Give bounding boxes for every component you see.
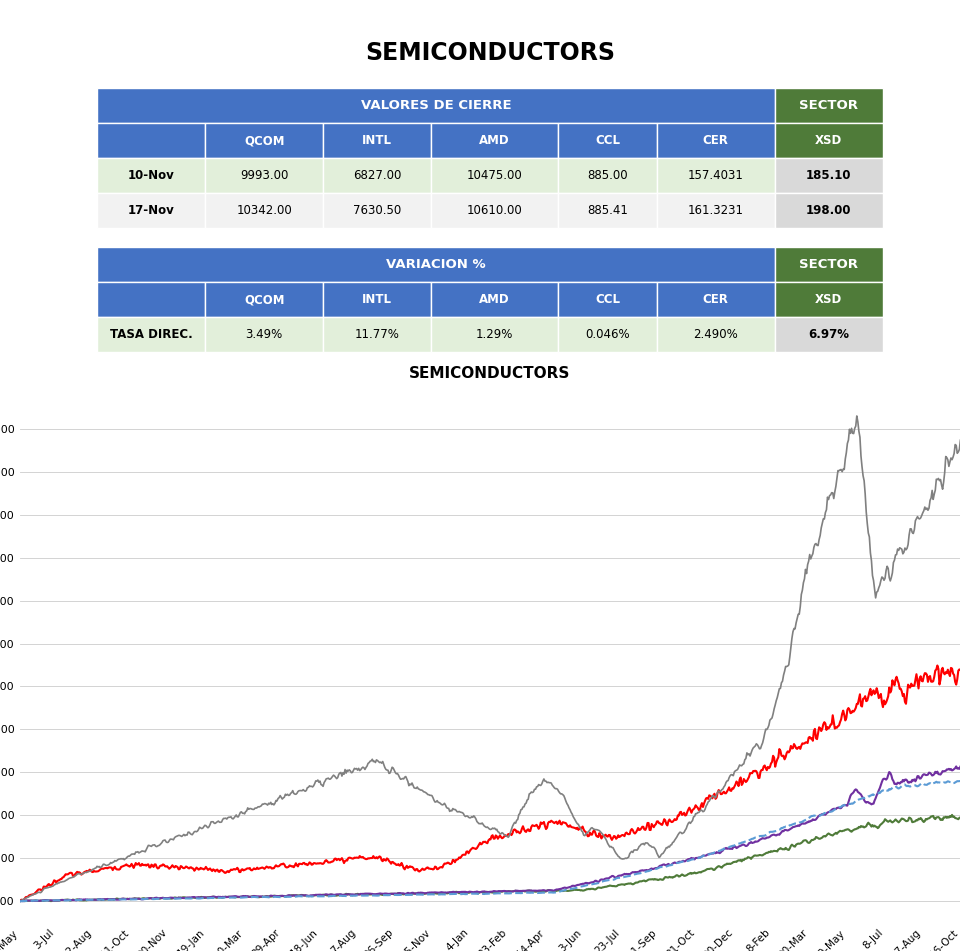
- Text: XSD: XSD: [815, 293, 843, 306]
- Text: 7630.50: 7630.50: [353, 204, 401, 217]
- Text: 0.046%: 0.046%: [585, 328, 630, 341]
- Text: 6827.00: 6827.00: [353, 169, 401, 183]
- Bar: [774, 193, 883, 228]
- Text: 10475.00: 10475.00: [466, 169, 522, 183]
- Bar: [774, 88, 883, 124]
- Bar: [657, 282, 774, 318]
- Title: SEMICONDUCTORS: SEMICONDUCTORS: [410, 366, 570, 380]
- Text: 11.77%: 11.77%: [355, 328, 400, 341]
- Bar: [559, 193, 657, 228]
- Bar: [657, 193, 774, 228]
- Text: 17-Nov: 17-Nov: [128, 204, 174, 217]
- Bar: [559, 158, 657, 193]
- Bar: [774, 124, 883, 158]
- Text: SECTOR: SECTOR: [799, 259, 858, 271]
- Bar: [431, 318, 559, 352]
- Text: 10610.00: 10610.00: [466, 204, 522, 217]
- Text: QCOM: QCOM: [244, 134, 284, 147]
- Bar: [657, 158, 774, 193]
- Text: SECTOR: SECTOR: [799, 99, 858, 112]
- Bar: [431, 282, 559, 318]
- Bar: [559, 318, 657, 352]
- Text: CER: CER: [703, 134, 729, 147]
- Text: INTL: INTL: [362, 134, 392, 147]
- Text: 185.10: 185.10: [806, 169, 852, 183]
- Text: VALORES DE CIERRE: VALORES DE CIERRE: [361, 99, 512, 112]
- Bar: [206, 124, 323, 158]
- Text: 157.4031: 157.4031: [688, 169, 744, 183]
- Text: QCOM: QCOM: [244, 293, 284, 306]
- Text: 885.00: 885.00: [587, 169, 628, 183]
- Text: CCL: CCL: [595, 293, 620, 306]
- Bar: [323, 124, 431, 158]
- Bar: [97, 282, 206, 318]
- Bar: [323, 282, 431, 318]
- Bar: [97, 88, 774, 124]
- Bar: [657, 318, 774, 352]
- Text: TASA DIREC.: TASA DIREC.: [110, 328, 193, 341]
- Text: SEMICONDUCTORS: SEMICONDUCTORS: [365, 41, 615, 65]
- Bar: [97, 193, 206, 228]
- Bar: [431, 124, 559, 158]
- Bar: [559, 282, 657, 318]
- Text: AMD: AMD: [479, 293, 510, 306]
- Text: CCL: CCL: [595, 134, 620, 147]
- Bar: [431, 158, 559, 193]
- Text: XSD: XSD: [815, 134, 843, 147]
- Bar: [206, 318, 323, 352]
- Bar: [323, 318, 431, 352]
- Bar: [559, 124, 657, 158]
- Text: INTL: INTL: [362, 293, 392, 306]
- Text: 885.41: 885.41: [587, 204, 628, 217]
- Text: 3.49%: 3.49%: [246, 328, 283, 341]
- Bar: [323, 158, 431, 193]
- Bar: [206, 282, 323, 318]
- Text: AMD: AMD: [479, 134, 510, 147]
- Text: 198.00: 198.00: [806, 204, 852, 217]
- Bar: [97, 158, 206, 193]
- Bar: [774, 158, 883, 193]
- Text: 10-Nov: 10-Nov: [128, 169, 174, 183]
- Text: VARIACION %: VARIACION %: [386, 259, 486, 271]
- Text: 6.97%: 6.97%: [808, 328, 850, 341]
- Text: 10342.00: 10342.00: [236, 204, 292, 217]
- Bar: [774, 318, 883, 352]
- Text: 9993.00: 9993.00: [240, 169, 288, 183]
- Text: 2.490%: 2.490%: [694, 328, 738, 341]
- Bar: [431, 193, 559, 228]
- Bar: [774, 247, 883, 282]
- Text: 1.29%: 1.29%: [476, 328, 514, 341]
- Text: CER: CER: [703, 293, 729, 306]
- Bar: [774, 282, 883, 318]
- Bar: [206, 193, 323, 228]
- Bar: [657, 124, 774, 158]
- Bar: [97, 318, 206, 352]
- Bar: [97, 124, 206, 158]
- Text: 161.3231: 161.3231: [688, 204, 744, 217]
- Bar: [206, 158, 323, 193]
- Bar: [97, 247, 774, 282]
- Bar: [323, 193, 431, 228]
